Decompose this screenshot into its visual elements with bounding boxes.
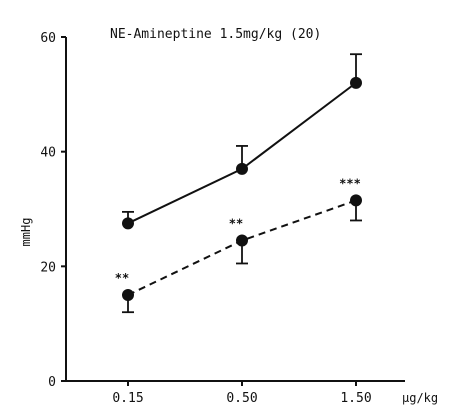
data-point <box>350 76 362 89</box>
axes: 0 20 40 60 0.15 0.50 1.50 <box>40 31 405 406</box>
y-tick-label: 60 <box>40 31 56 46</box>
x-axis-label: μg/kg <box>402 391 438 405</box>
x-tick-label: 0.15 <box>112 391 143 406</box>
series-1: ******* <box>115 176 362 314</box>
chart-title: NE-Amineptine 1.5mg/kg (20) <box>110 27 321 42</box>
data-point <box>122 217 134 230</box>
data-point <box>236 234 248 247</box>
data-point <box>350 194 362 207</box>
x-tick-label: 0.50 <box>226 391 257 406</box>
significance-label: ** <box>229 217 243 231</box>
series-0 <box>122 53 362 230</box>
y-tick-label: 0 <box>48 375 56 390</box>
x-tick-label: 1.50 <box>340 391 371 406</box>
data-point <box>236 162 248 175</box>
series-layer: ******* <box>115 53 362 314</box>
significance-label: *** <box>339 176 361 190</box>
significance-label: ** <box>115 271 129 285</box>
y-tick-label: 40 <box>40 146 56 161</box>
data-point <box>122 289 134 301</box>
y-axis-label: mmHg <box>19 218 33 247</box>
y-tick-label: 20 <box>40 260 56 275</box>
